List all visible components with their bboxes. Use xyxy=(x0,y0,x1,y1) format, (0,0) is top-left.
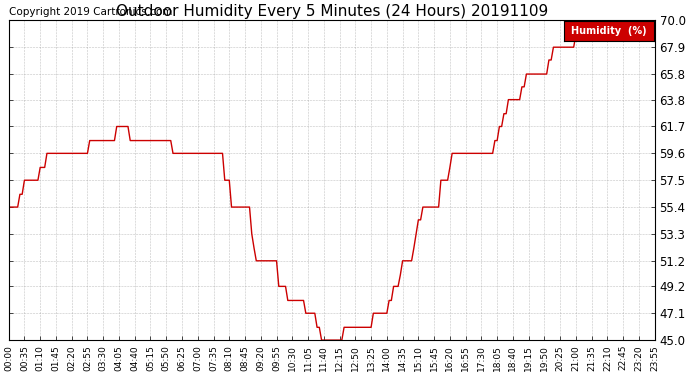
Text: Copyright 2019 Cartronics.com: Copyright 2019 Cartronics.com xyxy=(9,7,172,16)
Text: Humidity  (%): Humidity (%) xyxy=(571,26,647,36)
Title: Outdoor Humidity Every 5 Minutes (24 Hours) 20191109: Outdoor Humidity Every 5 Minutes (24 Hou… xyxy=(115,4,548,19)
